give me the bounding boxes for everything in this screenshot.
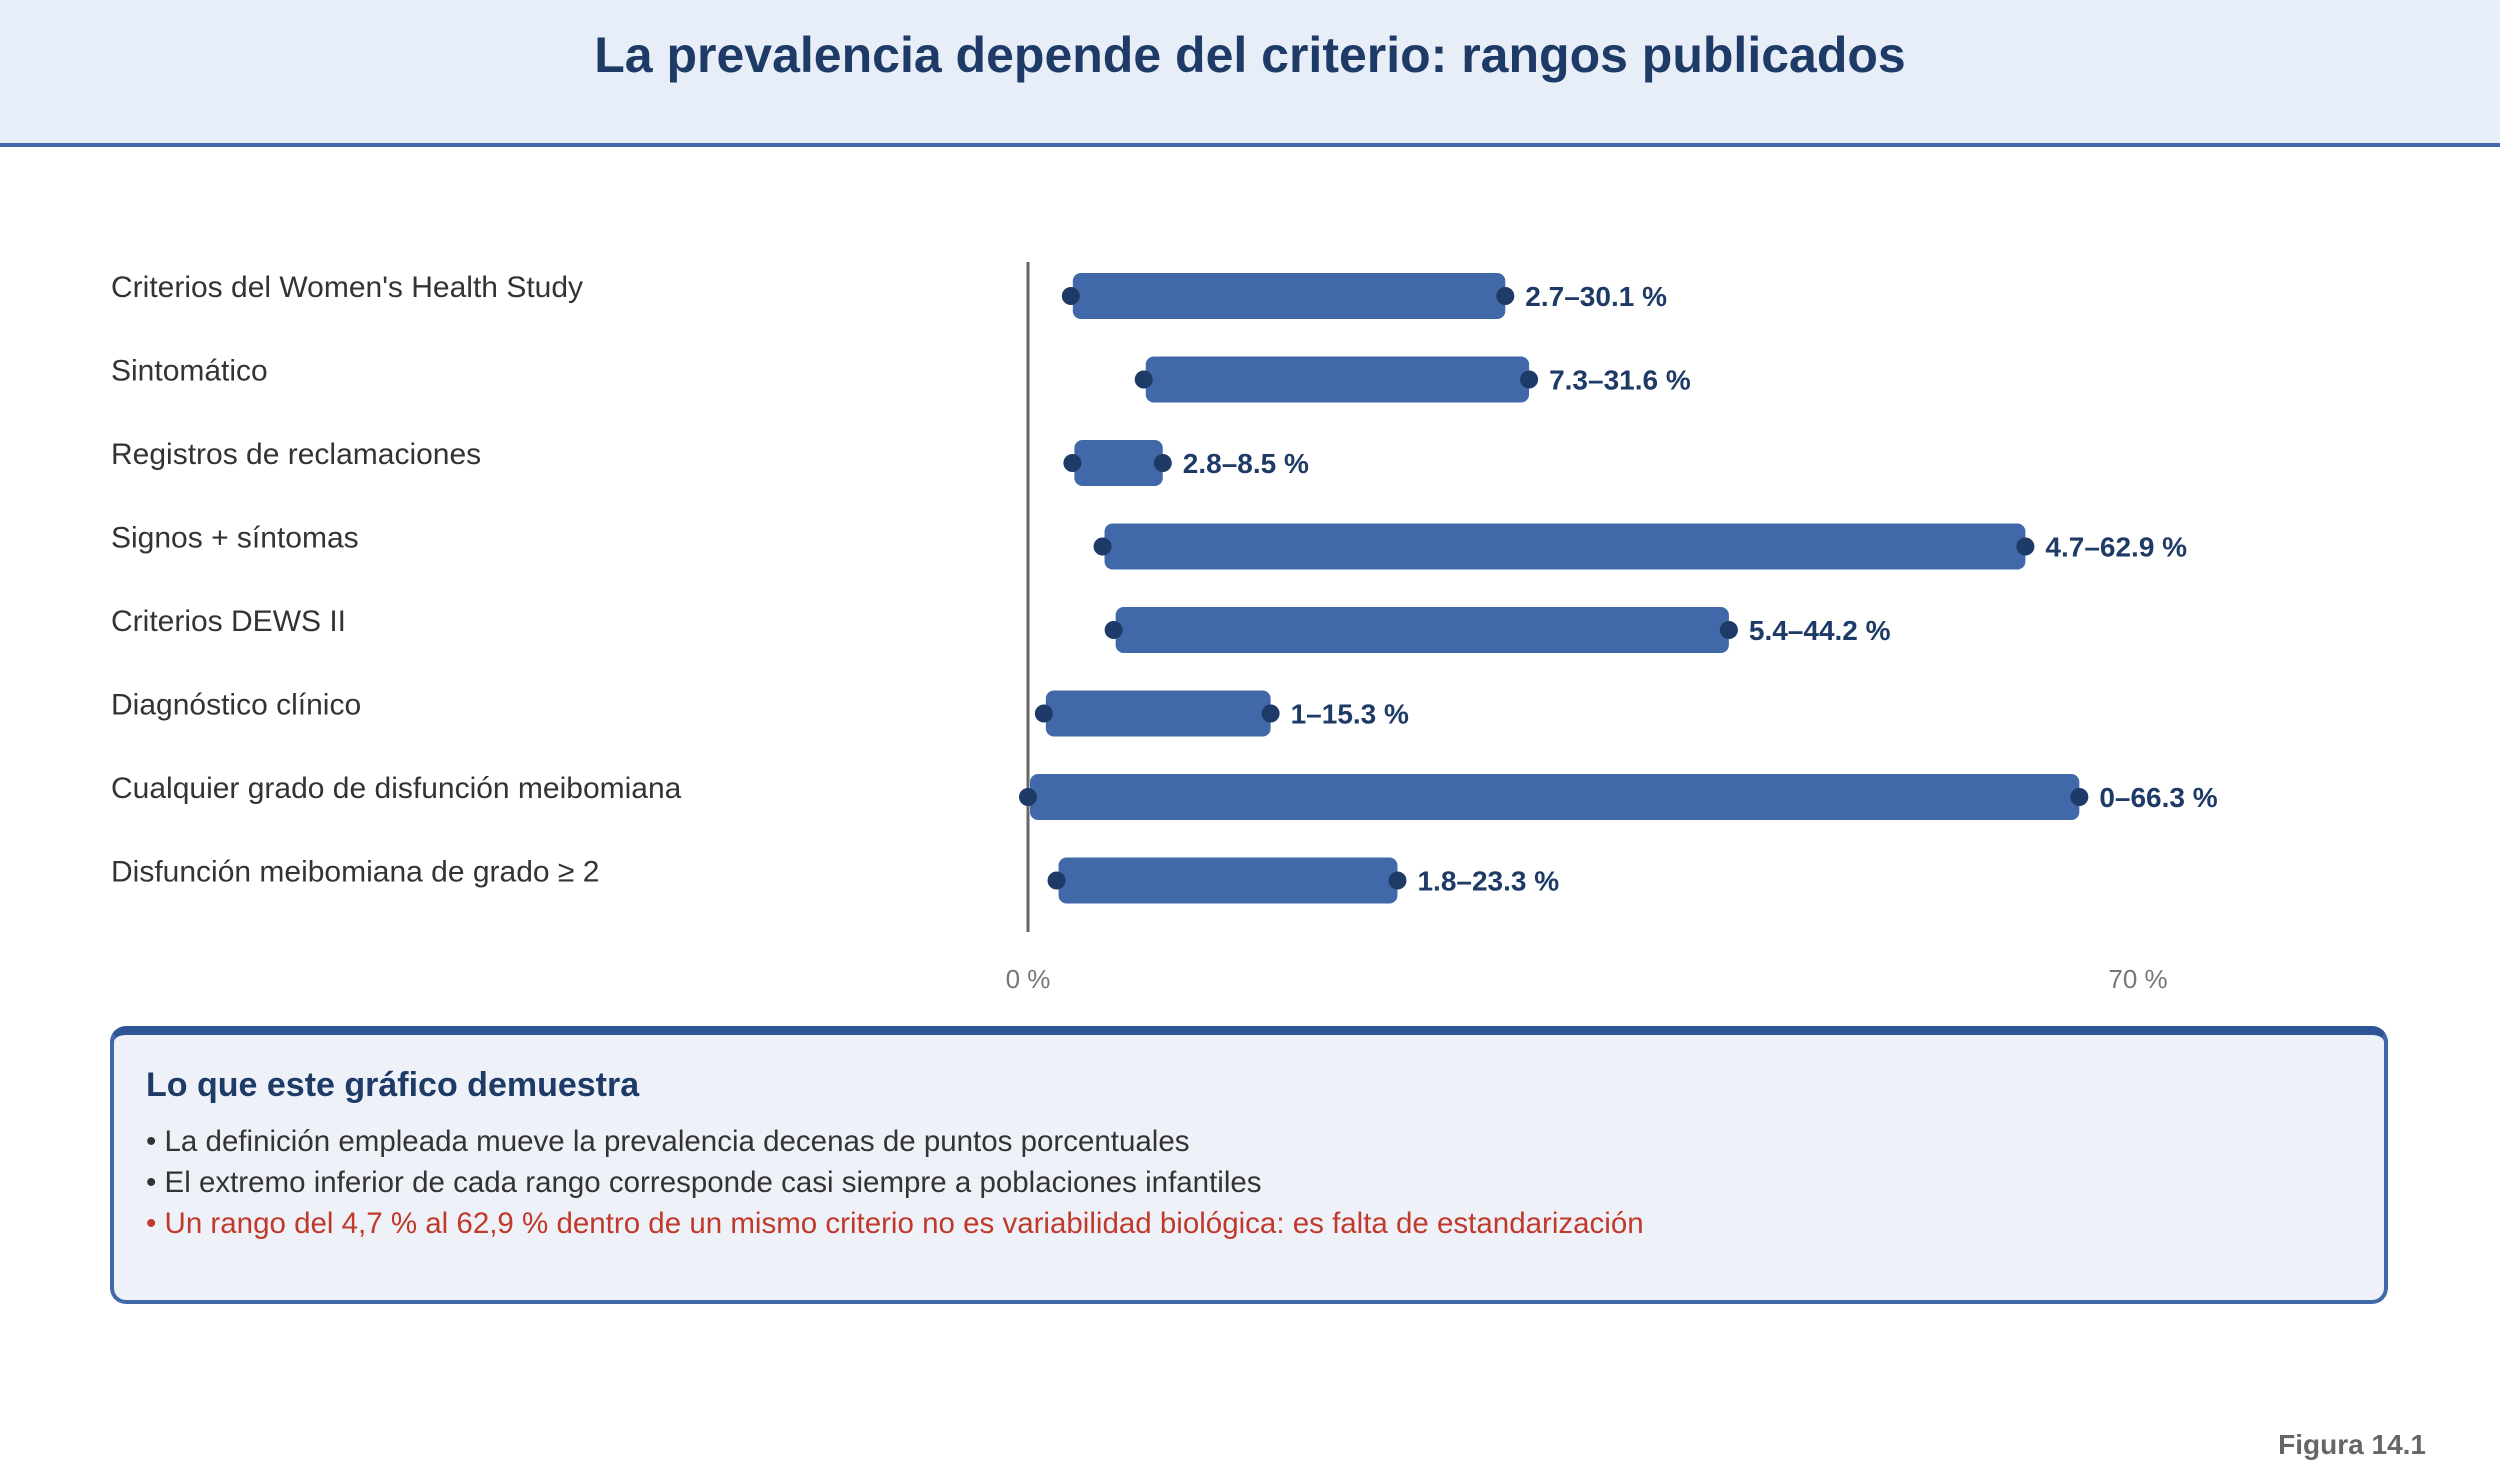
category-label: Sintomático [111,355,268,388]
takeaway-box: Lo que este gráfico demuestra • La defin… [110,1026,2388,1304]
category-label: Criterios del Women's Health Study [111,271,583,304]
range-value-label: 2.8–8.5 % [1183,448,1309,479]
category-label: Signos + síntomas [111,522,359,555]
range-value-label: 5.4–44.2 % [1749,615,1891,646]
takeaway-item: • El extremo inferior de cada rango corr… [146,1166,1262,1199]
range-bar [1104,523,2026,570]
range-high-point [1496,287,1515,305]
range-high-point [1261,704,1280,723]
category-label: Diagnóstico clínico [111,689,361,722]
range-value-label: 7.3–31.6 % [1549,365,1691,396]
range-low-point [1093,537,1112,556]
category-label: Cualquier grado de disfunción meibomiana [111,772,682,805]
range-high-point [1153,454,1172,472]
range-value-label: 1–15.3 % [1291,699,1409,730]
page-title: La prevalencia depende del criterio: ran… [594,27,1906,83]
takeaway-item: • La definición empleada mueve la preval… [146,1125,1190,1158]
range-low-point [1134,370,1153,389]
range-high-point [1388,871,1407,890]
range-bar [1115,607,1729,653]
range-bar [1058,857,1398,904]
range-bar [1145,356,1530,403]
figure-label: Figura 14.1 [2278,1429,2426,1460]
category-label: Criterios DEWS II [111,605,346,638]
x-tick-label: 70 % [2108,964,2167,994]
takeaway-item-highlight: • Un rango del 4,7 % al 62,9 % dentro de… [146,1207,1644,1240]
range-bar [1030,774,2080,820]
takeaway-list: • La definición empleada mueve la preval… [146,1121,1644,1244]
range-chart: Criterios del Women's Health Study 2.7–30… [111,262,2218,994]
range-high-point [2070,788,2089,806]
range-low-point [1019,788,1037,806]
range-value-label: 1.8–23.3 % [1417,866,1559,897]
title-banner: La prevalencia depende del criterio: ran… [0,0,2500,147]
x-tick-label: 0 % [1006,964,1051,994]
range-value-label: 4.7–62.9 % [2045,532,2187,563]
range-low-point [1104,621,1123,639]
range-low-point [1047,871,1066,890]
range-bar [1074,440,1163,486]
range-high-point [2016,537,2035,556]
category-label: Disfunción meibomiana de grado ≥ 2 [111,856,599,889]
range-high-point [1719,621,1738,639]
range-low-point [1063,454,1082,472]
range-bar [1072,273,1506,319]
range-high-point [1520,370,1539,389]
category-label: Registros de reclamaciones [111,438,481,471]
range-low-point [1034,704,1053,723]
range-value-label: 2.7–30.1 % [1525,281,1667,312]
range-value-label: 0–66.3 % [2099,782,2217,813]
range-bar [1045,690,1271,737]
range-low-point [1061,287,1080,305]
takeaway-heading: Lo que este gráfico demuestra [146,1066,640,1104]
